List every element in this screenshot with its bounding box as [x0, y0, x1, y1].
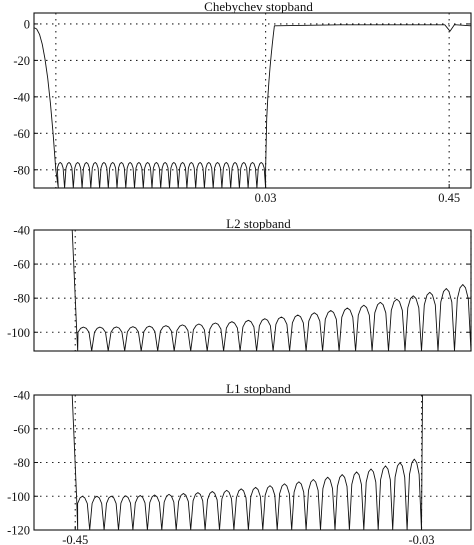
- magnitude-response-curve: [71, 395, 423, 530]
- x-tick-label: -0.03: [409, 533, 435, 545]
- y-tick-label: -60: [13, 127, 30, 141]
- chart-title: L1 stopband: [226, 381, 291, 396]
- plot-frame: [33, 12, 472, 189]
- chebychev-stopband-panel: Chebychev stopband 0 -20 -40 -60 -80 0.03 0.45: [13, 0, 472, 205]
- chart-title: L2 stopband: [226, 216, 291, 231]
- y-tick-label: -80: [13, 292, 30, 306]
- l1-stopband-panel: L1 stopband -40 -60 -80 -100 -120 -0.45 -0.03: [7, 381, 472, 545]
- y-tick-label: -60: [13, 422, 30, 436]
- l2-stopband-panel: L2 stopband -40 -60 -80 -100: [7, 216, 472, 352]
- y-tick-label: -80: [13, 163, 30, 177]
- y-tick-label: -80: [13, 456, 30, 470]
- y-tick-label: -100: [7, 490, 30, 504]
- y-tick-label: -20: [13, 54, 30, 68]
- y-tick-label: -100: [7, 326, 30, 340]
- x-tick-label: 0.03: [255, 191, 277, 205]
- magnitude-response-curve: [34, 24, 471, 188]
- y-tick-label: -40: [13, 90, 30, 104]
- y-tick-label: -40: [13, 224, 30, 238]
- y-tick-label: -40: [13, 389, 30, 403]
- x-tick-label: -0.45: [62, 533, 88, 545]
- y-tick-label: -60: [13, 258, 30, 272]
- x-tick-label: 0.45: [438, 191, 460, 205]
- y-tick-label: -120: [7, 524, 30, 538]
- plot-frame: [33, 394, 472, 531]
- magnitude-response-curve: [71, 230, 471, 351]
- y-tick-label: 0: [24, 17, 30, 31]
- plot-frame: [33, 229, 472, 352]
- chart-title: Chebychev stopband: [204, 0, 313, 14]
